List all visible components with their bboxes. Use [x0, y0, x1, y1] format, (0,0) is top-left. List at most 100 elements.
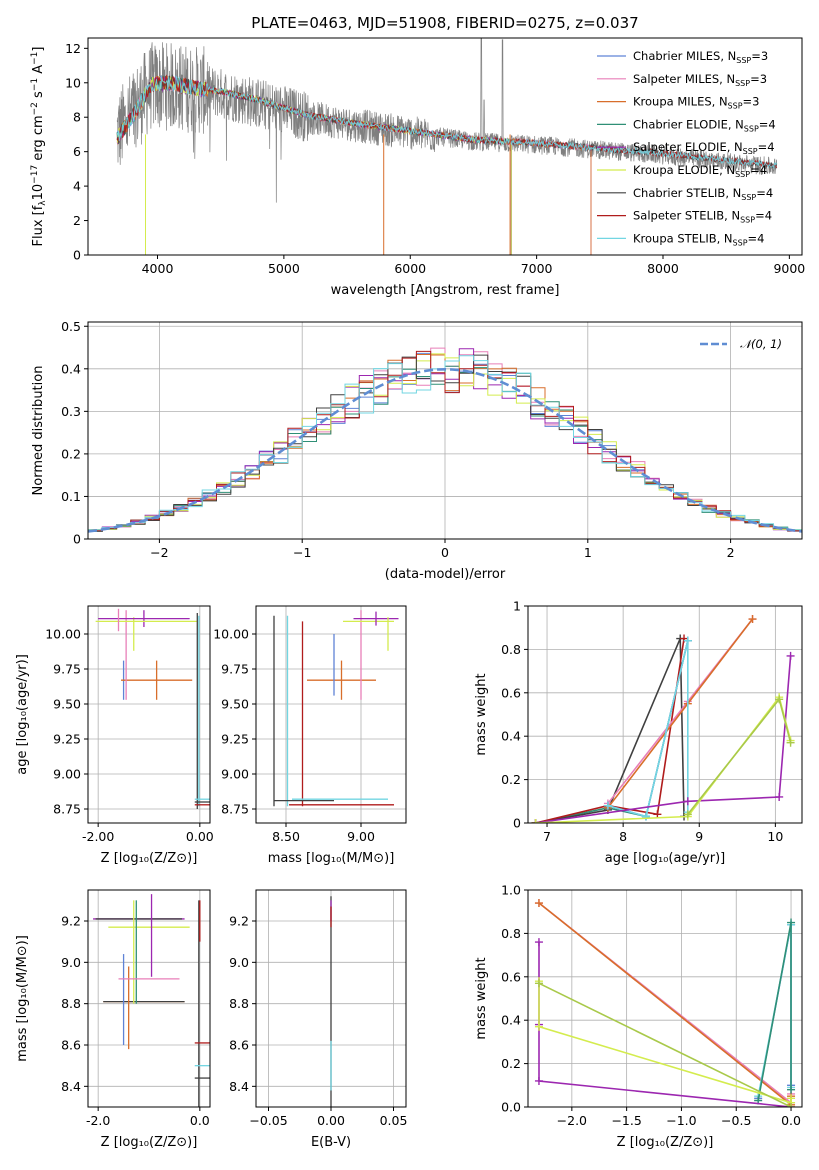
y-axis-label-part: −1 — [30, 78, 40, 91]
y-axis-label-part: λ — [38, 200, 48, 206]
mass-weight-marker — [531, 819, 540, 823]
y-tick-label: 1.0 — [501, 883, 521, 898]
x-tick-label: -2.0 — [86, 1113, 110, 1128]
legend-text: Chabrier MILES, N — [633, 49, 736, 63]
x-tick-label: 1 — [584, 545, 592, 560]
x-axis-label: (data-model)/error — [385, 567, 506, 582]
mass-weight-line — [538, 942, 792, 1107]
legend-text: =4 — [758, 140, 775, 154]
y-tick-label: 0.2 — [501, 1056, 521, 1071]
legend-subscript: SSP — [733, 238, 748, 247]
y-tick-label: 8.4 — [229, 1079, 249, 1094]
axes-frame — [527, 605, 803, 824]
y-axis-label-part: ] — [31, 47, 46, 52]
y-tick-label: 8 — [73, 110, 81, 125]
legend-subscript: SSP — [741, 193, 756, 202]
x-axis-label: Z [log₁₀(Z/Z⊙)] — [101, 1135, 198, 1150]
legend-text: =4 — [756, 186, 773, 200]
y-tick-label: 0.2 — [61, 446, 81, 461]
grid-lines — [88, 606, 210, 823]
legend-subscript: SSP — [728, 102, 743, 111]
legend-text: =4 — [759, 117, 776, 131]
y-tick-label: 0.2 — [501, 772, 521, 787]
plot-area — [534, 899, 796, 1107]
mass-weight-vs-metallicity-panel: −2.0 −1.5 −1.0 −0.5 0.0 0.0 0.2 0.4 0.6 0.8 1.0 Z [… — [474, 883, 803, 1150]
plot-area — [95, 608, 210, 809]
mass-vs-metallicity-panel: -2.0 0.0 8.4 8.6 8.8 9.0 9.2 Z [log₁₀(Z/Z⊙)] mas… — [15, 889, 211, 1150]
y-tick-label: 8.75 — [221, 802, 249, 817]
mass-weight-marker — [683, 797, 692, 806]
axes-frame — [87, 605, 211, 824]
legend-subscript: SSP — [740, 216, 755, 225]
y-tick-label: 10 — [65, 75, 81, 90]
axes-frame — [87, 889, 211, 1108]
legend-text: =4 — [750, 163, 767, 177]
legend-text: Salpeter STELIB, N — [633, 209, 740, 223]
x-tick-label: 9 — [695, 829, 703, 844]
mass-weight-marker — [787, 1103, 796, 1107]
y-tick-label: 8.75 — [53, 802, 81, 817]
mass-weight-line — [607, 640, 689, 818]
residual-histogram-panel: −2 −1 0 1 2 0 0.1 0.2 0.3 0.4 0.5 (data-model)/erro… — [31, 319, 803, 582]
x-tick-label: 2 — [727, 545, 735, 560]
legend-subscript: SSP — [735, 79, 750, 88]
y-tick-label: 6 — [73, 144, 81, 159]
mass-weight-marker — [534, 899, 543, 908]
error-bar-point — [353, 611, 399, 626]
mass-weight-marker — [534, 979, 543, 988]
y-tick-label: 10.00 — [45, 627, 81, 642]
legend-text: Chabrier STELIB, N — [633, 186, 741, 200]
y-tick-label: 9.0 — [61, 955, 81, 970]
axes-frame — [255, 889, 407, 1108]
mass-weight-line — [535, 655, 792, 823]
legend-subscript: SSP — [735, 170, 750, 179]
y-tick-label: 0.4 — [501, 729, 521, 744]
plot-area — [531, 615, 795, 823]
mass-weight-line — [535, 638, 685, 823]
y-tick-label: 9.0 — [229, 955, 249, 970]
grid-lines — [88, 890, 210, 1107]
axes-frame — [255, 605, 407, 824]
y-axis-label: mass weight — [474, 673, 489, 755]
y-axis-label-part: −1 — [30, 52, 40, 65]
x-tick-label: 5000 — [268, 261, 300, 276]
legend-entry: Kroupa MILES, NSSP=3 — [633, 95, 759, 111]
y-tick-label: 8.4 — [61, 1079, 81, 1094]
y-axis-label: Flux [fλ10−17 erg cm−2 s−1 A−1] — [30, 47, 48, 247]
y-tick-label: 8.6 — [229, 1038, 249, 1053]
y-tick-label: 9.25 — [53, 732, 81, 747]
age-vs-mass-panel: 8.50 9.00 8.75 9.00 9.25 9.50 9.75 10.00 mass [l… — [213, 605, 407, 866]
figure-title: PLATE=0463, MJD=51908, FIBERID=0275, z=0… — [251, 14, 638, 32]
x-tick-label: 0.05 — [380, 1113, 408, 1128]
y-tick-label: 9.50 — [221, 697, 249, 712]
legend-text: =4 — [748, 231, 765, 245]
legend-text: Salpeter ELODIE, N — [633, 140, 743, 154]
x-tick-label: 8000 — [647, 261, 679, 276]
mass-weight-line — [757, 922, 792, 1101]
x-axis-label: mass [log₁₀(M/M⊙)] — [268, 851, 395, 866]
mass-weight-marker — [786, 738, 795, 747]
legend-subscript: SSP — [736, 56, 751, 65]
legend-entry: Salpeter ELODIE, NSSP=4 — [633, 140, 775, 156]
y-tick-label: 10.00 — [213, 627, 249, 642]
y-tick-label: 0.8 — [501, 926, 521, 941]
y-tick-label: 0.8 — [501, 642, 521, 657]
mass-weight-marker — [653, 810, 662, 819]
y-tick-label: 9.50 — [53, 697, 81, 712]
model-spectrum-line — [116, 74, 778, 170]
y-tick-label: 9.75 — [53, 662, 81, 677]
legend-text: =3 — [751, 49, 768, 63]
legend-text: Kroupa ELODIE, N — [633, 163, 735, 177]
mass-weight-marker — [534, 1076, 543, 1085]
x-axis-label: wavelength [Angstrom, rest frame] — [331, 283, 560, 298]
plot-area — [88, 347, 802, 539]
error-bar-point — [98, 610, 190, 627]
error-bar-point — [121, 660, 193, 700]
x-tick-label: 9000 — [773, 261, 805, 276]
mass-weight-line — [535, 638, 685, 823]
y-axis-label: mass weight — [474, 957, 489, 1039]
legend-text: =3 — [750, 72, 767, 86]
legend-entry: Chabrier STELIB, NSSP=4 — [633, 186, 773, 202]
y-tick-label: 0.4 — [61, 361, 81, 376]
x-tick-label: 8.50 — [272, 829, 300, 844]
